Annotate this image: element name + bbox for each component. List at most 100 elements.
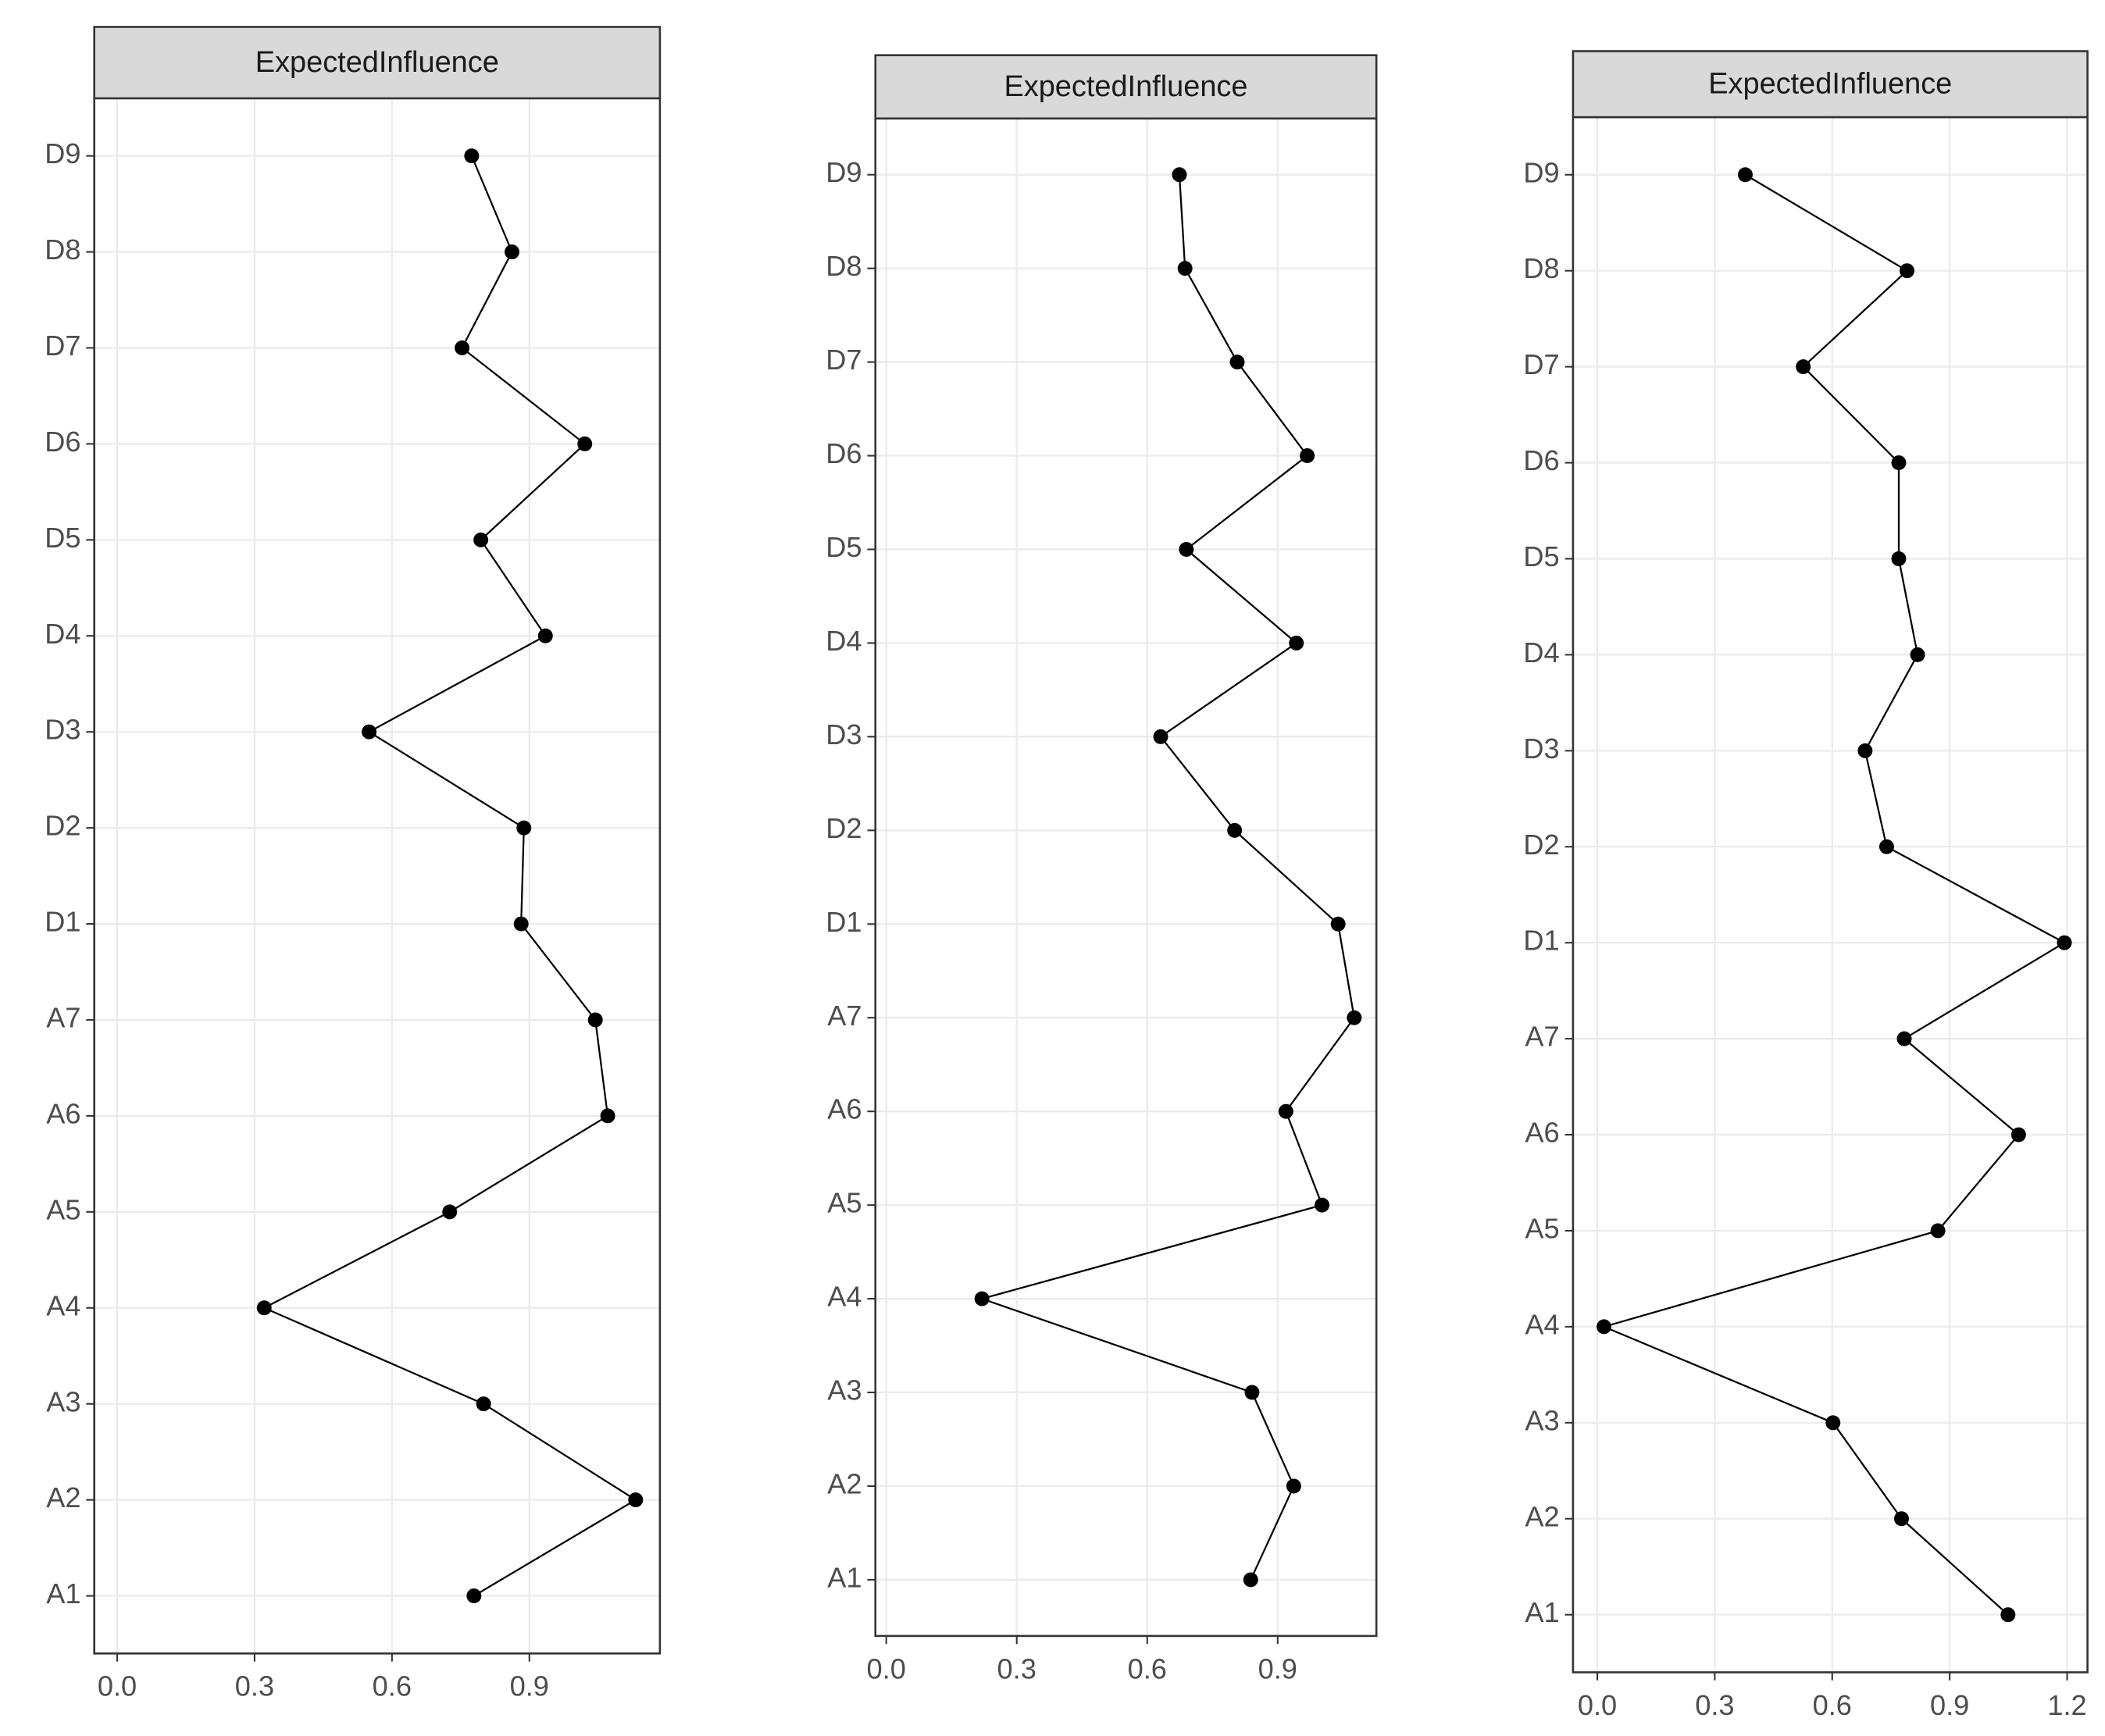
data-point xyxy=(476,1396,491,1412)
y-tick-label: D1 xyxy=(826,906,862,938)
y-tick-label: A4 xyxy=(1525,1308,1559,1340)
data-point xyxy=(1891,551,1907,566)
data-point xyxy=(1172,167,1187,183)
data-point xyxy=(362,724,377,740)
y-tick-label: A4 xyxy=(46,1289,80,1321)
data-point xyxy=(1229,355,1245,370)
y-tick-label: A1 xyxy=(1525,1596,1559,1628)
x-tick-label: 0.9 xyxy=(1930,1689,1969,1721)
y-tick-label: D4 xyxy=(826,625,862,657)
data-point xyxy=(1315,1197,1330,1213)
panel-background xyxy=(875,118,1377,1636)
y-tick-label: A3 xyxy=(827,1374,862,1406)
y-tick-label: A2 xyxy=(827,1468,862,1500)
y-tick-label: A2 xyxy=(46,1481,80,1513)
strip xyxy=(1572,50,2089,119)
x-tick-label: 0.9 xyxy=(1258,1652,1297,1684)
y-tick-label: A1 xyxy=(46,1577,80,1609)
x-tick-label: 0.6 xyxy=(1813,1689,1852,1721)
data-point xyxy=(1796,359,1811,375)
y-tick-label: A6 xyxy=(46,1097,80,1129)
data-point xyxy=(513,916,529,932)
y-tick-label: A5 xyxy=(1525,1213,1559,1245)
y-tick-label: D1 xyxy=(45,906,80,938)
data-point xyxy=(1227,822,1243,838)
data-point xyxy=(442,1204,458,1220)
y-tick-label: D9 xyxy=(1523,156,1559,188)
x-tick-label: 0.3 xyxy=(235,1670,274,1702)
data-point xyxy=(1243,1572,1258,1588)
x-tick-label: 0.9 xyxy=(510,1670,549,1702)
strip xyxy=(874,54,1378,120)
y-tick-label: D8 xyxy=(1523,252,1559,284)
y-tick-label: D3 xyxy=(826,718,862,750)
data-point xyxy=(1900,263,1914,279)
x-tick-label: 0.6 xyxy=(1128,1652,1167,1684)
data-point xyxy=(1910,647,1925,662)
data-point xyxy=(1179,542,1194,557)
data-point xyxy=(1347,1010,1362,1025)
y-tick-label: D6 xyxy=(826,437,862,469)
y-tick-label: D9 xyxy=(826,156,862,188)
y-tick-label: D3 xyxy=(1523,733,1559,765)
data-point xyxy=(464,148,480,164)
panel-background xyxy=(94,98,660,1654)
y-tick-label: D8 xyxy=(45,233,80,266)
data-point xyxy=(1278,1103,1293,1119)
y-tick-label: A1 xyxy=(827,1561,862,1593)
y-tick-label: A5 xyxy=(827,1187,862,1219)
data-point xyxy=(455,340,470,355)
y-tick-label: D7 xyxy=(1523,348,1559,380)
data-point xyxy=(1289,635,1304,651)
x-tick-label: 0.3 xyxy=(997,1652,1036,1684)
data-point xyxy=(466,1588,482,1604)
y-tick-label: D7 xyxy=(826,344,862,376)
data-point xyxy=(516,820,532,836)
y-tick-label: A7 xyxy=(827,1000,862,1032)
data-point xyxy=(504,244,519,260)
data-point xyxy=(1825,1415,1841,1431)
data-point xyxy=(1330,916,1346,932)
series-line xyxy=(262,155,637,1597)
data-point xyxy=(1597,1319,1612,1335)
x-tick-label: 0.0 xyxy=(867,1652,906,1684)
data-point xyxy=(1896,1031,1912,1046)
y-tick-label: D2 xyxy=(1523,829,1559,861)
data-point xyxy=(587,1012,603,1028)
y-tick-label: D2 xyxy=(45,810,80,842)
series-line xyxy=(979,174,1355,1581)
y-tick-label: D8 xyxy=(826,250,862,282)
data-point xyxy=(628,1492,644,1508)
y-tick-label: A3 xyxy=(46,1385,80,1417)
data-point xyxy=(1930,1223,1946,1239)
y-tick-label: D6 xyxy=(1523,444,1559,476)
y-tick-label: A3 xyxy=(1525,1404,1559,1436)
y-tick-label: D3 xyxy=(45,714,80,746)
data-point xyxy=(1857,743,1873,758)
y-tick-label: A7 xyxy=(46,1002,80,1034)
y-tick-label: A6 xyxy=(827,1093,862,1125)
x-tick-label: 0.3 xyxy=(1695,1689,1734,1721)
data-point xyxy=(1894,1511,1909,1527)
data-point xyxy=(537,628,553,643)
y-tick-label: D5 xyxy=(826,531,862,563)
data-point xyxy=(1286,1478,1301,1494)
data-point xyxy=(974,1291,990,1306)
strip-title: ExpectedInfluence xyxy=(255,46,499,79)
y-tick-label: A7 xyxy=(1525,1021,1559,1053)
y-tick-label: D7 xyxy=(45,330,80,362)
data-point xyxy=(1891,455,1907,471)
strip-title: ExpectedInfluence xyxy=(1004,70,1247,103)
data-point xyxy=(1300,448,1315,464)
data-point xyxy=(2057,935,2072,950)
y-tick-label: D4 xyxy=(1523,636,1559,668)
y-tick-label: A6 xyxy=(1525,1117,1559,1149)
data-point xyxy=(600,1108,615,1124)
strip xyxy=(93,26,662,100)
panel-background xyxy=(1572,117,2088,1673)
y-tick-label: D6 xyxy=(45,426,80,458)
x-tick-label: 0.0 xyxy=(98,1670,137,1702)
data-point xyxy=(1244,1385,1260,1400)
data-point xyxy=(473,532,489,547)
